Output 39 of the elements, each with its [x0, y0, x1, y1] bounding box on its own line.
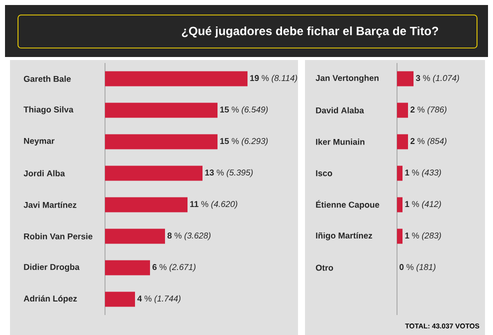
y-tick-label: Robin Van Persie — [24, 233, 92, 240]
data-label: 2 % (786) — [410, 106, 446, 114]
bar — [105, 166, 203, 181]
y-tick-label: Jordi Alba — [24, 170, 65, 176]
text: ¿Qué jugadores debe fichar el Barça de Tito? — [182, 26, 438, 38]
y-tick-label: Gareth Bale — [24, 76, 71, 82]
y-tick-label: Javi Martínez — [24, 202, 76, 208]
y-tick-label: Didier Drogba — [24, 264, 80, 272]
y-tick-label: Neymar — [24, 138, 54, 146]
data-label: 19 % (8.114) — [250, 74, 298, 83]
y-tick-label: Iñigo Martínez — [316, 232, 372, 240]
data-label: 13 % (5.395) — [205, 169, 253, 178]
y-tick-label: David Alaba — [316, 107, 364, 114]
y-tick-label: Thiago Silva — [24, 106, 74, 114]
data-label: 15 % (6.293) — [220, 138, 268, 146]
data-label: 1 % (283) — [405, 232, 441, 240]
y-tick-label: Otro — [316, 264, 334, 271]
data-label: 8 % (3.628) — [167, 232, 210, 240]
data-label: 4 % (1.744) — [137, 295, 180, 304]
data-label: 0 % (181) — [400, 264, 436, 272]
data-label: 15 % (6.549) — [220, 106, 268, 114]
bar — [105, 134, 218, 150]
data-label: 2 % (854) — [410, 138, 446, 146]
bar — [105, 260, 150, 276]
data-label: 3 % (1.074) — [416, 74, 459, 83]
bar — [105, 102, 218, 118]
y-tick-label: Iker Muniain — [316, 138, 364, 145]
y-tick-label: Adrián López — [24, 295, 77, 304]
bar — [105, 228, 166, 244]
data-label: 6 % (2.671) — [152, 264, 196, 272]
y-tick-label: Étienne Capoue — [316, 200, 380, 210]
y-tick-label: Jan Vertonghen — [316, 74, 379, 83]
data-label: 1 % (433) — [405, 169, 441, 178]
bar — [105, 197, 188, 212]
y-tick-label: Isco — [316, 170, 332, 176]
data-label: 1 % (412) — [405, 200, 441, 209]
bar — [105, 71, 248, 86]
data-label: 11 % (4.620) — [190, 200, 238, 209]
bar — [105, 292, 136, 307]
